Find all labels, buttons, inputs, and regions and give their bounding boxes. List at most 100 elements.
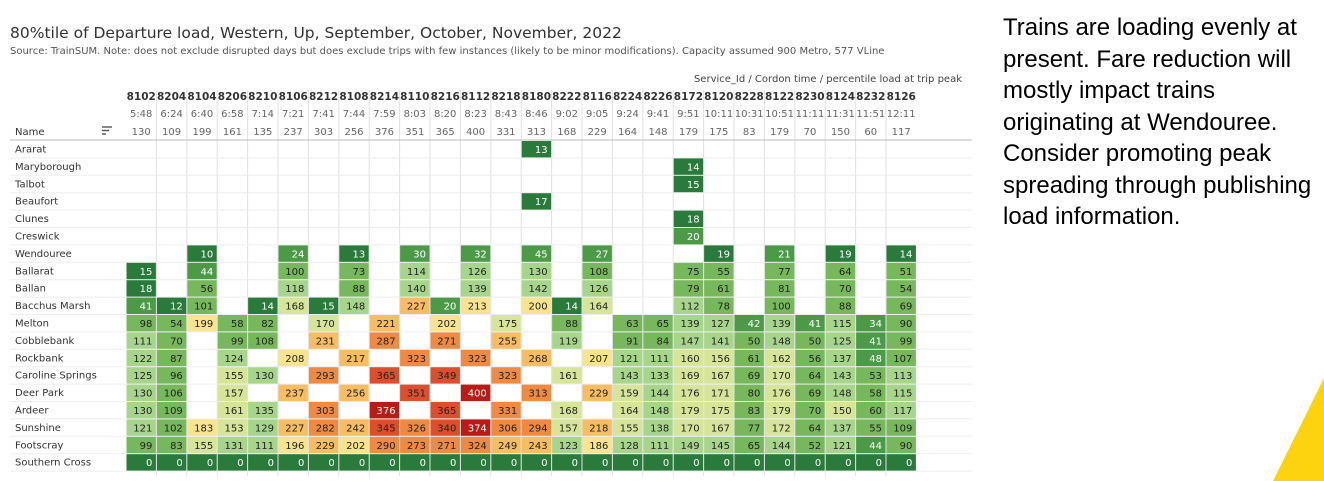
heatmap-cell-label: 56 <box>200 284 213 295</box>
heatmap-cell-label: 84 <box>656 336 669 347</box>
commentary-text: Trains are loading evenly at present. Fa… <box>1003 14 1312 230</box>
heatmap-cell-label: 24 <box>292 249 305 260</box>
heatmap-cell <box>582 280 612 297</box>
column-header-time: 6:58 <box>221 109 243 120</box>
heatmap-cell <box>886 436 916 454</box>
heatmap-cell-label: 0 <box>541 458 547 469</box>
heatmap-cell <box>308 332 339 349</box>
column-header-peak-load: 161 <box>223 127 242 138</box>
column-header-time: 10:51 <box>765 109 794 120</box>
heatmap-cell <box>369 436 400 454</box>
column-header-peak-load: 400 <box>466 127 485 138</box>
heatmap-cell <box>856 332 886 349</box>
heatmap-cell <box>673 262 704 280</box>
heatmap-cell-label: 365 <box>377 371 396 382</box>
heatmap-cell-label: 83 <box>748 406 761 417</box>
column-header-time: 12:11 <box>887 109 916 120</box>
heatmap-cell <box>460 297 491 314</box>
heatmap-cell-label: 0 <box>663 458 669 469</box>
heatmap-cell-label: 0 <box>389 458 395 469</box>
sort-icon[interactable] <box>102 126 112 135</box>
column-header-peak-load: 376 <box>375 127 394 138</box>
row-label: Rockbank <box>15 353 64 364</box>
heatmap-cell <box>339 349 369 367</box>
heatmap-cell <box>704 332 734 349</box>
heatmap-cell <box>187 454 217 471</box>
heatmap-cell <box>825 402 856 419</box>
heatmap-cell <box>460 384 491 401</box>
heatmap-cell <box>552 419 582 436</box>
heatmap-cell <box>643 419 673 436</box>
heatmap-cell <box>126 297 156 314</box>
column-header-service: 8108 <box>339 91 368 103</box>
heatmap-cell <box>704 280 734 297</box>
heatmap-cell <box>673 210 704 227</box>
row-label: Footscray <box>15 440 64 451</box>
heatmap-cell <box>308 315 339 332</box>
heatmap-cell-label: 19 <box>717 249 730 260</box>
heatmap-cell <box>643 454 673 471</box>
heatmap-cell-label: 331 <box>498 406 517 417</box>
row-label: Sunshine <box>15 423 61 434</box>
heatmap-cell <box>825 315 856 332</box>
heatmap-cell <box>734 384 764 401</box>
column-header-service: 8110 <box>400 91 429 103</box>
heatmap-cell <box>795 349 825 367</box>
row-label: Southern Cross <box>15 458 91 469</box>
heatmap-cell-label: 0 <box>845 458 851 469</box>
heatmap-cell-label: 323 <box>468 354 487 365</box>
heatmap-cell <box>673 367 704 384</box>
heatmap-cell <box>582 245 612 262</box>
heatmap-cell-label: 121 <box>620 354 639 365</box>
heatmap-cell <box>764 402 795 419</box>
column-header-peak-load: 179 <box>679 127 698 138</box>
heatmap-cell-label: 137 <box>833 423 852 434</box>
column-header-service: 8210 <box>248 91 277 103</box>
column-header-time: 9:05 <box>586 109 608 120</box>
heatmap-cell <box>582 419 612 436</box>
heatmap-cell-label: 290 <box>377 441 396 452</box>
heatmap-cell-label: 15 <box>140 267 153 278</box>
column-header-service: 8214 <box>370 91 399 103</box>
heatmap-cell <box>339 245 369 262</box>
heatmap-cell-label: 196 <box>285 441 304 452</box>
heatmap-cell <box>308 436 339 454</box>
heatmap-cell <box>764 384 795 401</box>
heatmap-cell <box>764 367 795 384</box>
heatmap-cell-label: 51 <box>900 267 913 278</box>
heatmap-cell <box>552 332 582 349</box>
heatmap-cell <box>400 280 430 297</box>
heatmap-cell <box>460 245 491 262</box>
heatmap-cell <box>764 454 795 471</box>
heatmap-cell <box>369 402 400 419</box>
heatmap-cell <box>400 245 430 262</box>
heatmap-cell-label: 161 <box>559 371 578 382</box>
heatmap-cell-label: 15 <box>322 302 335 313</box>
heatmap-cell <box>673 297 704 314</box>
heatmap-cell-label: 138 <box>650 423 669 434</box>
heatmap-cell <box>552 297 582 314</box>
heatmap-cell <box>704 419 734 436</box>
heatmap-cell-label: 139 <box>772 319 791 330</box>
heatmap-cell-label: 113 <box>893 371 912 382</box>
column-header-peak-load: 237 <box>284 127 303 138</box>
heatmap-cell <box>795 332 825 349</box>
heatmap-cell <box>612 419 643 436</box>
heatmap-cell-label: 186 <box>589 441 608 452</box>
heatmap-cell <box>825 245 856 262</box>
heatmap-cell-label: 157 <box>559 423 578 434</box>
heatmap-cell <box>156 367 187 384</box>
column-header-peak-load: 331 <box>496 127 515 138</box>
heatmap-cell-label: 88 <box>565 319 578 330</box>
heatmap-cell-label: 176 <box>681 389 700 400</box>
column-header-time: 9:41 <box>647 109 669 120</box>
row-label: Caroline Springs <box>15 371 97 382</box>
heatmap-cell-label: 56 <box>808 354 821 365</box>
heatmap-cell <box>156 297 187 314</box>
heatmap-cell-label: 64 <box>839 267 852 278</box>
heatmap-cell <box>126 280 156 297</box>
column-header-peak-load: 135 <box>253 127 272 138</box>
heatmap-cell <box>734 419 764 436</box>
column-header-peak-load: 351 <box>405 127 424 138</box>
heatmap-cell <box>612 349 643 367</box>
